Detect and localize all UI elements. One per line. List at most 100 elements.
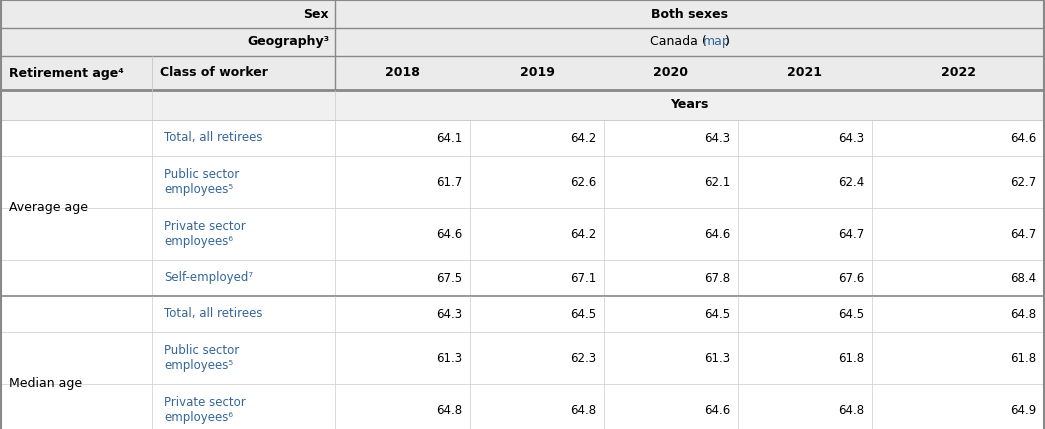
Text: 64.7: 64.7 — [1009, 227, 1036, 241]
Text: 61.8: 61.8 — [1009, 351, 1036, 365]
Text: Canada (: Canada ( — [650, 36, 707, 48]
Bar — [1, 56, 335, 90]
Bar — [738, 208, 872, 260]
Bar — [604, 208, 738, 260]
Text: ): ) — [724, 36, 729, 48]
Text: 67.5: 67.5 — [436, 272, 462, 284]
Bar — [1, 120, 152, 156]
Text: Private sector: Private sector — [164, 220, 246, 233]
Text: 64.8: 64.8 — [838, 404, 864, 417]
Text: 62.3: 62.3 — [570, 351, 596, 365]
Text: 64.6: 64.6 — [703, 404, 730, 417]
Text: 67.6: 67.6 — [838, 272, 864, 284]
Bar — [470, 260, 604, 296]
Bar — [872, 120, 1044, 156]
Bar — [872, 156, 1044, 208]
Bar — [604, 332, 738, 384]
Text: 64.5: 64.5 — [570, 308, 596, 320]
Text: Total, all retirees: Total, all retirees — [164, 308, 262, 320]
Bar — [470, 120, 604, 156]
Bar — [738, 384, 872, 429]
Bar — [335, 56, 1044, 90]
Text: 62.7: 62.7 — [1009, 175, 1036, 188]
Bar — [872, 332, 1044, 384]
Text: 67.8: 67.8 — [704, 272, 730, 284]
Bar — [152, 90, 335, 120]
Text: 64.5: 64.5 — [838, 308, 864, 320]
Text: Class of worker: Class of worker — [160, 66, 268, 79]
Text: 64.9: 64.9 — [1009, 404, 1036, 417]
Text: Public sector: Public sector — [164, 168, 239, 181]
Bar — [335, 208, 470, 260]
Bar — [335, 296, 470, 332]
Bar — [738, 156, 872, 208]
Text: 2019: 2019 — [519, 66, 555, 79]
Bar — [872, 208, 1044, 260]
Text: Private sector: Private sector — [164, 396, 246, 409]
Text: Public sector: Public sector — [164, 344, 239, 356]
Text: 64.2: 64.2 — [570, 227, 596, 241]
Text: 64.2: 64.2 — [570, 132, 596, 145]
Bar — [604, 120, 738, 156]
Text: 68.4: 68.4 — [1009, 272, 1036, 284]
Bar — [738, 120, 872, 156]
Bar — [335, 156, 470, 208]
Text: 64.7: 64.7 — [838, 227, 864, 241]
Text: Retirement age⁴: Retirement age⁴ — [9, 66, 123, 79]
Bar — [152, 156, 335, 208]
Bar — [738, 296, 872, 332]
Text: Years: Years — [670, 99, 709, 112]
Text: 64.8: 64.8 — [1009, 308, 1036, 320]
Bar — [152, 260, 335, 296]
Text: 64.6: 64.6 — [436, 227, 462, 241]
Bar — [1, 156, 152, 208]
Bar — [1, 0, 335, 28]
Bar — [470, 332, 604, 384]
Text: employees⁵: employees⁵ — [164, 360, 233, 372]
Bar — [335, 332, 470, 384]
Bar — [738, 332, 872, 384]
Text: Sex: Sex — [303, 7, 329, 21]
Text: 64.6: 64.6 — [703, 227, 730, 241]
Bar — [604, 260, 738, 296]
Bar — [1, 332, 152, 384]
Text: 2022: 2022 — [940, 66, 975, 79]
Text: 61.8: 61.8 — [838, 351, 864, 365]
Bar — [152, 332, 335, 384]
Bar — [152, 296, 335, 332]
Bar — [335, 28, 1044, 56]
Text: Average age: Average age — [9, 202, 88, 214]
Text: 64.8: 64.8 — [570, 404, 596, 417]
Text: map: map — [702, 36, 730, 48]
Text: 61.3: 61.3 — [436, 351, 462, 365]
Bar — [872, 296, 1044, 332]
Bar — [872, 260, 1044, 296]
Bar — [1, 208, 152, 260]
Bar — [470, 156, 604, 208]
Bar — [738, 260, 872, 296]
Text: Self-employed⁷: Self-employed⁷ — [164, 272, 253, 284]
Text: Both sexes: Both sexes — [651, 7, 728, 21]
Text: 2021: 2021 — [788, 66, 822, 79]
Bar — [1, 384, 152, 429]
Bar — [604, 156, 738, 208]
Text: 67.1: 67.1 — [570, 272, 596, 284]
Text: 64.3: 64.3 — [436, 308, 462, 320]
Text: Total, all retirees: Total, all retirees — [164, 132, 262, 145]
Bar — [335, 90, 1044, 120]
Text: 64.6: 64.6 — [1009, 132, 1036, 145]
Text: employees⁶: employees⁶ — [164, 235, 233, 248]
Bar — [152, 384, 335, 429]
Text: 64.3: 64.3 — [704, 132, 730, 145]
Text: 62.1: 62.1 — [703, 175, 730, 188]
Text: employees⁶: employees⁶ — [164, 411, 233, 424]
Text: 61.3: 61.3 — [704, 351, 730, 365]
Bar — [152, 120, 335, 156]
Text: employees⁵: employees⁵ — [164, 183, 233, 196]
Text: 64.3: 64.3 — [838, 132, 864, 145]
Bar — [604, 384, 738, 429]
Bar — [470, 208, 604, 260]
Bar — [335, 260, 470, 296]
Bar — [1, 28, 335, 56]
Bar — [1, 296, 152, 332]
